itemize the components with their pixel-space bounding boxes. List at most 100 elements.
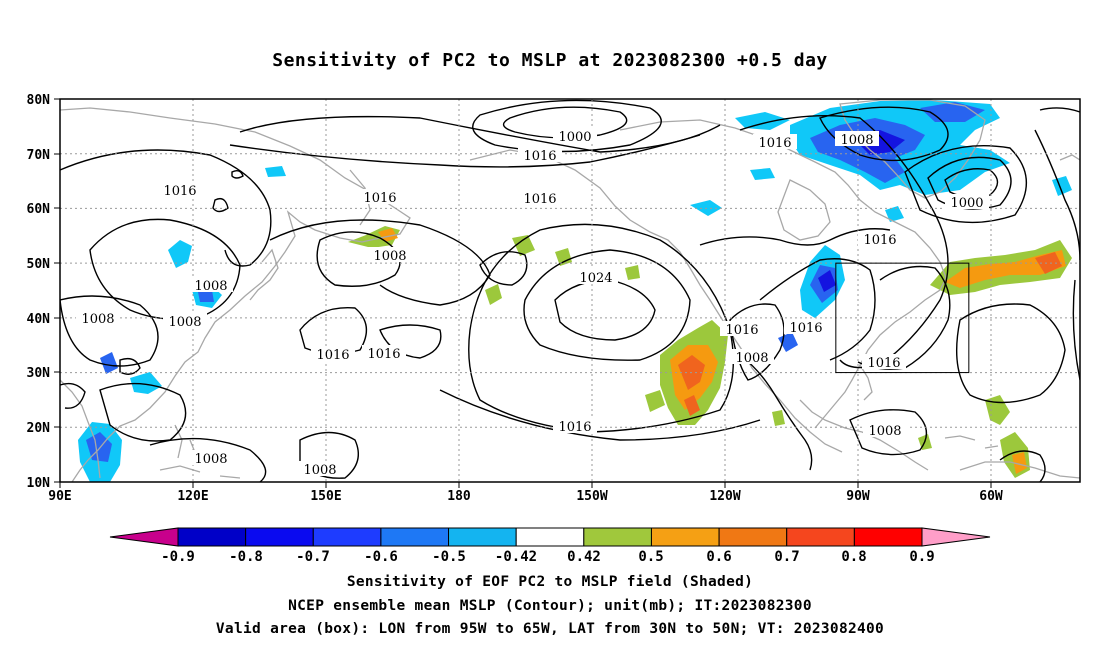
contour-1008-sw	[60, 295, 159, 367]
colorbar-end-high	[921, 527, 991, 547]
contour-1020-high	[523, 249, 691, 361]
shade-neg-china2-core	[198, 290, 214, 302]
contour-label: 1016	[784, 319, 828, 336]
contour-label: 1016	[720, 321, 764, 338]
shade-neg-china	[168, 240, 192, 268]
contour-label: 1016	[753, 134, 797, 151]
map-title: Sensitivity of PC2 to MSLP at 2023082300…	[272, 50, 828, 71]
shade-neg-greatlakes-core	[818, 270, 836, 292]
contour-1008-gl	[819, 106, 949, 162]
lat-label: 50N	[27, 257, 51, 272]
colorbar-swatch	[448, 527, 517, 547]
svg-text:1016: 1016	[867, 356, 900, 371]
colorbar-label: -0.5	[432, 549, 466, 565]
colorbar-swatch	[515, 527, 585, 547]
colorbar-swatch	[583, 527, 652, 547]
contour-1008-aleut	[316, 231, 401, 287]
svg-text:1008: 1008	[735, 351, 768, 366]
lon-label: 120E	[177, 489, 208, 504]
contour-1008-asia	[89, 218, 241, 320]
shade-pos-atlantic-orange	[945, 250, 1066, 288]
lat-label: 60N	[27, 202, 51, 217]
shade-pos-hawaii	[645, 390, 665, 412]
svg-text:1016: 1016	[863, 233, 896, 248]
svg-text:1008: 1008	[840, 133, 873, 148]
contour-misc1	[60, 382, 86, 409]
shade-neg-bay	[100, 352, 118, 374]
coast-sa	[959, 461, 1080, 479]
contour-label: 1016	[858, 231, 902, 248]
shade-neg-small5	[750, 168, 775, 180]
coast-japan	[249, 248, 279, 301]
colorbar-label: -0.7	[296, 549, 330, 565]
contour-label: 1008	[76, 310, 120, 327]
svg-text:1008: 1008	[303, 463, 336, 478]
coast-iceland	[1059, 154, 1080, 161]
lon-label: 180	[447, 489, 471, 504]
svg-text:1000: 1000	[950, 196, 983, 211]
contour-low-gl-3	[904, 145, 1028, 224]
coast-mexico	[799, 399, 929, 471]
coast-alaska	[469, 149, 843, 453]
shade-neg-small2	[885, 206, 904, 222]
contour-label: 1016	[553, 418, 597, 435]
colorbar-label: -0.6	[364, 549, 398, 565]
contour-1016-atl	[1034, 107, 1080, 261]
contour-label: 1016	[518, 190, 562, 207]
svg-text:1016: 1016	[367, 347, 400, 362]
contour-1016-aleut	[269, 219, 491, 306]
svg-text:1008: 1008	[194, 452, 227, 467]
shade-pos-aleut-orange	[378, 228, 398, 242]
colorbar-swatch	[650, 527, 720, 547]
contour-label: 1016	[362, 345, 406, 362]
svg-text:1008: 1008	[168, 315, 201, 330]
contour-low-pole-2	[472, 99, 662, 153]
lon-axis: 90E 120E 150E 180 150W 120W 90W 60W	[48, 482, 1003, 504]
lon-label: 150W	[576, 489, 607, 504]
colorbar-swatches	[177, 527, 923, 547]
colorbar-label: 0.6	[706, 549, 731, 565]
lat-label: 80N	[27, 93, 51, 108]
svg-text:1016: 1016	[523, 192, 556, 207]
contour-label: 1024	[574, 269, 618, 286]
svg-text:1016: 1016	[316, 348, 349, 363]
colorbar-swatch	[786, 527, 855, 547]
contour-labels: 1000 1016 1008 1016 1016 1016 1016 1008 …	[76, 128, 989, 478]
colorbar-swatch	[245, 527, 314, 547]
svg-text:1008: 1008	[194, 279, 227, 294]
colorbar-label: 0.42	[567, 549, 601, 565]
contour-1016-east1	[759, 258, 876, 361]
shade-pos-baja	[772, 410, 785, 426]
colorbar-label: -0.42	[495, 549, 537, 565]
svg-text:1008: 1008	[81, 312, 114, 327]
colorbar-label: -0.8	[229, 549, 263, 565]
lat-label: 40N	[27, 312, 51, 327]
lat-label: 70N	[27, 148, 51, 163]
shade-neg-small4	[265, 166, 286, 177]
contour-label: 1016	[862, 354, 906, 371]
svg-text:1024: 1024	[579, 271, 612, 286]
shade-pos-pacific2	[684, 395, 700, 416]
lat-label: 20N	[27, 421, 51, 436]
lon-label: 150E	[310, 489, 341, 504]
colorbar-swatch	[177, 527, 247, 547]
coast-asia	[60, 107, 411, 482]
lon-label: 120W	[709, 489, 740, 504]
contour-e-atl	[1072, 279, 1080, 381]
shade-pos-atlantic-red	[1035, 252, 1062, 274]
shade-pos-bering2	[485, 284, 502, 305]
contour-label: 1016	[358, 189, 402, 206]
colorbar-swatch	[718, 527, 788, 547]
lon-label: 90W	[846, 489, 870, 504]
svg-text:1016: 1016	[789, 321, 822, 336]
svg-text:1008: 1008	[373, 249, 406, 264]
colorbar-swatch	[380, 527, 450, 547]
shade-pos-center	[555, 248, 572, 266]
colorbar-label: 0.8	[841, 549, 866, 565]
contour-label: 1016	[311, 346, 355, 363]
contour-label: 1008	[189, 277, 233, 294]
contour-1016-asia	[60, 149, 272, 267]
lat-label: 30N	[27, 366, 51, 381]
contour-1016-bering	[479, 251, 528, 286]
